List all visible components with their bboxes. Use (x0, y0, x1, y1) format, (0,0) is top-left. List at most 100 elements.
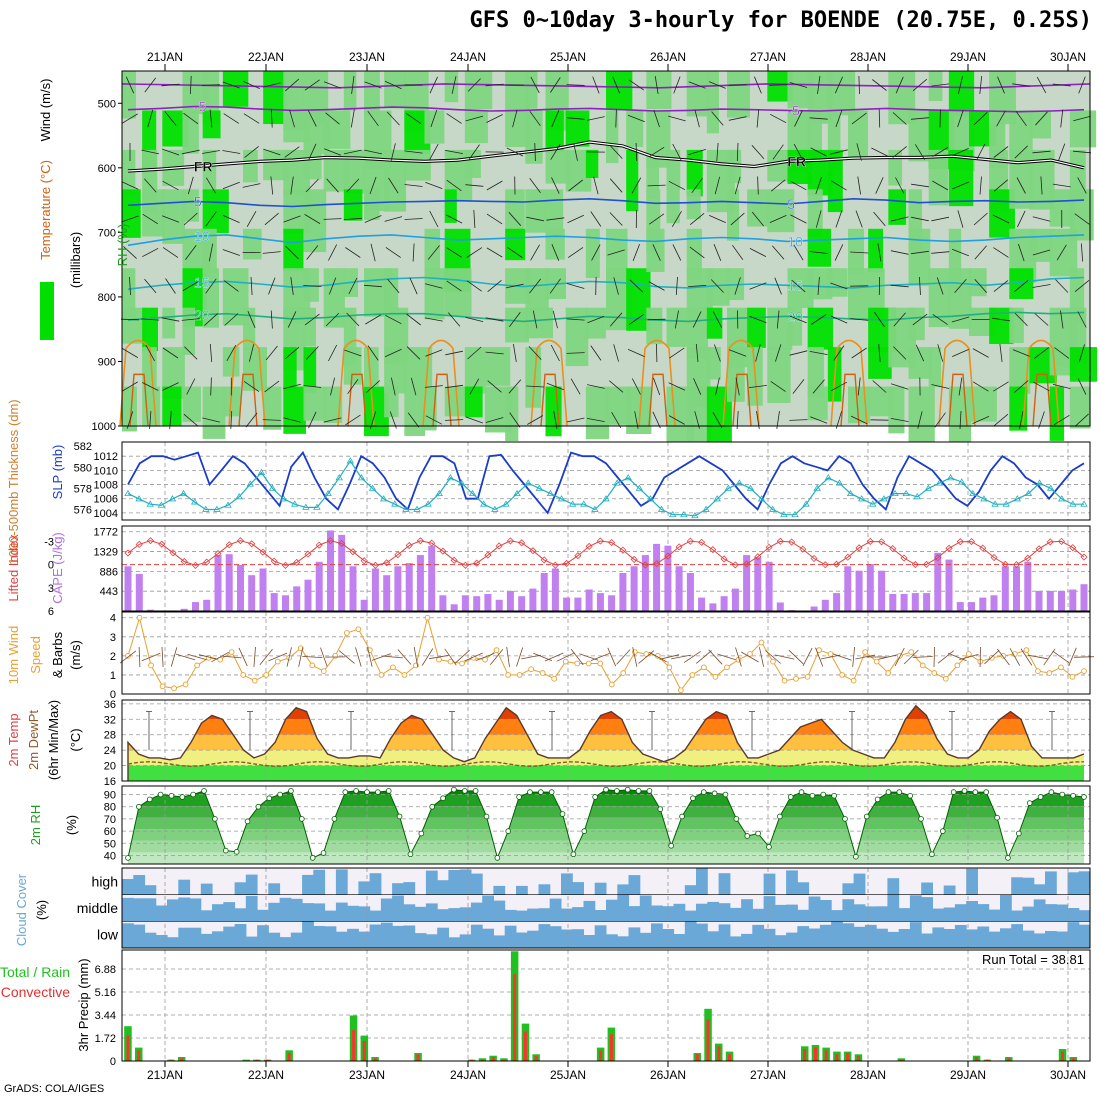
wind-barb (162, 247, 179, 258)
wind-barb (587, 384, 605, 389)
cloud-cell (380, 922, 393, 948)
lifted-index-marker (158, 540, 166, 548)
wind-barb (673, 76, 681, 94)
wind-barb (566, 318, 585, 321)
wind-barb (689, 246, 705, 259)
isotherm-line (127, 234, 1085, 247)
rh-cell (646, 71, 672, 110)
rh-cell (827, 149, 843, 213)
wind-barb (222, 81, 240, 89)
thickness-marker (924, 484, 933, 491)
wind10m-barb (119, 650, 137, 664)
lifted-index-marker (349, 548, 357, 556)
cloud-cell (1056, 904, 1068, 922)
wind-barb (466, 280, 482, 292)
cloud-cell (516, 910, 528, 922)
wind-barb (1052, 183, 1071, 188)
wind-barb (1052, 384, 1071, 389)
wind-barb (529, 178, 541, 193)
wind-barb (712, 311, 722, 328)
cloud-axis-label: Cloud Cover (14, 873, 29, 946)
isotherm-line (127, 197, 1085, 208)
precip-axis-label: 3hr Precip (mm) (76, 958, 91, 1051)
cape-bar (293, 586, 301, 611)
wind-barb (144, 77, 157, 93)
thickness-marker (491, 505, 499, 512)
isotherm-line (127, 276, 1085, 290)
lifted-index-marker (967, 538, 976, 546)
cloud-cell (797, 909, 810, 922)
cape-bar (754, 557, 762, 611)
run-total-label: Run Total = 38.81 (982, 952, 1084, 967)
rh-cell (444, 71, 459, 103)
wind-barb (652, 411, 661, 429)
wind-barb (285, 78, 300, 92)
wind10m-marker (1000, 653, 1007, 659)
cloud-cell (470, 924, 483, 948)
cloud-cell (684, 885, 697, 895)
cloud-cell (853, 904, 866, 922)
rh2m-marker (320, 850, 327, 856)
cloud-cell (1011, 924, 1023, 948)
isotherm-line (121, 83, 1091, 89)
cloud-cell (606, 899, 618, 922)
rh2m-marker (1081, 794, 1087, 800)
thickness-marker (146, 500, 154, 507)
wind-barb (326, 178, 339, 193)
wind10m-barb (489, 648, 504, 666)
rh-cell (525, 307, 554, 339)
wind-barb (892, 112, 907, 125)
wind-barb (591, 244, 601, 261)
cloud-cell (167, 937, 179, 948)
cape-bar (180, 608, 188, 611)
wind-barb (734, 277, 741, 295)
lifted-index-marker (146, 537, 155, 545)
wind-barb (1032, 216, 1051, 222)
lifted-index-marker (495, 542, 503, 550)
cape-bar (1080, 584, 1088, 611)
rh2m-marker (614, 788, 620, 794)
cape-bar (641, 555, 649, 611)
wind-barb (506, 147, 524, 157)
wind-barb (144, 178, 157, 193)
rh2m-marker (939, 828, 946, 834)
cloud-cell (1000, 928, 1012, 948)
wind-barb (304, 79, 320, 91)
wind-barb (652, 244, 661, 261)
wind10m-barb (878, 654, 898, 660)
wind10m-barb (607, 647, 617, 667)
wind-barb (810, 416, 828, 424)
cape-bar (664, 545, 672, 611)
rh2m-marker (233, 849, 240, 855)
wind-barb (1074, 279, 1090, 293)
lifted-index-marker (180, 557, 188, 566)
wind-barb (141, 318, 160, 321)
wind-axis-label: Wind (m/s) (38, 79, 53, 142)
wind10m-barb (855, 654, 876, 660)
wind-barb (688, 149, 706, 155)
wind-barb (771, 245, 785, 260)
rh-cell (464, 347, 486, 394)
rh2m-marker (722, 791, 729, 798)
rh2m-marker (766, 844, 772, 850)
cloud-cell (639, 895, 652, 922)
rh-cell (767, 189, 795, 233)
rh-cell (686, 386, 711, 446)
cape-bar (551, 568, 559, 611)
panel-bg (122, 612, 1090, 694)
dewpoint-line (127, 760, 1085, 768)
wind-barb (715, 377, 720, 396)
wind10m-barb (759, 647, 764, 667)
wind10m-marker (528, 666, 534, 673)
wind10m-barb (1052, 650, 1070, 664)
wind-barb (567, 214, 584, 224)
precip-total-axis-label: Total / Rain (0, 964, 70, 980)
cape-bar (979, 597, 987, 611)
cloud-cell (437, 909, 449, 922)
thickness-marker (980, 495, 988, 502)
wind-barb (566, 117, 585, 120)
cape-bar (765, 561, 773, 611)
wind-barb (304, 313, 320, 326)
wind-barb (871, 147, 888, 157)
wind-barb (526, 385, 545, 388)
